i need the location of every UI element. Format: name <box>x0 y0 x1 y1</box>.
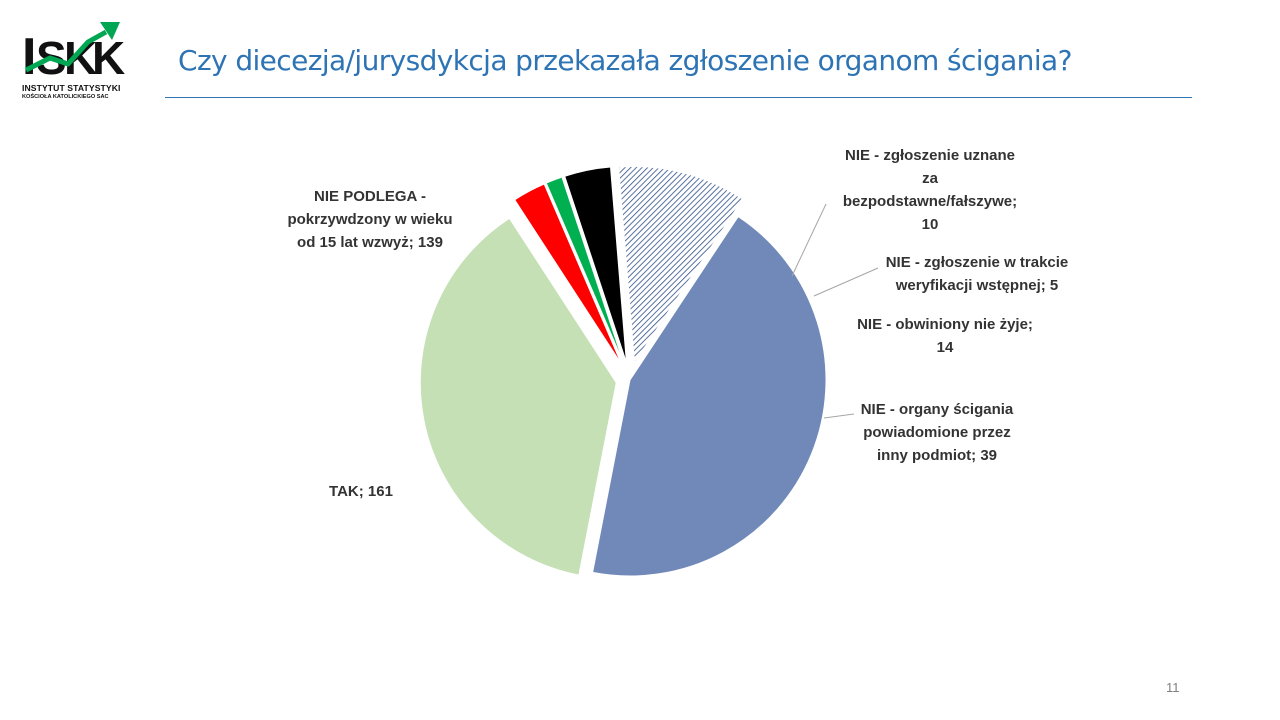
pie-slice-nie-zgloszenie-uznane-za-bezpodstawne-falszywe <box>514 183 622 365</box>
data-label-line: weryfikacji wstępnej; 5 <box>895 277 1059 294</box>
data-label-nie-obwiniony-nie-zyje: NIE - obwiniony nie żyje; 14 <box>857 316 1033 356</box>
data-label-line: za <box>922 170 939 187</box>
data-label-tak: TAK; 161 <box>329 483 393 500</box>
logo-caption-line2: KOŚCIOŁA KATOLICKIEGO SAC <box>22 94 109 100</box>
data-label-line: 10 <box>922 216 939 233</box>
iskk-logo: I S K K INSTYTUT STATYSTYKI KOŚCIOŁA KAT… <box>20 18 130 104</box>
leader-line-nie-zgloszenie-uznane-za-bezpodstawne-falszywe <box>791 203 827 277</box>
logo-caption-line1: INSTYTUT STATYSTYKI <box>22 83 121 93</box>
leader-line-nie-organy-scigania-powiadomione-przez-inny-podmiot <box>823 413 855 419</box>
pie-slice-tak <box>592 215 827 577</box>
page-number: 11 <box>1166 680 1180 695</box>
svg-text:K: K <box>92 32 125 80</box>
pie-slice-nie-podlega-pokrzywdzony-w-wieku-od-15-lat-wzwyz <box>419 217 617 576</box>
data-label-line: pokrzywdzony w wieku <box>287 211 452 228</box>
leader-line-nie-zgloszenie-w-trakcie-weryfikacji-wstepnej <box>813 267 879 297</box>
data-label-line: TAK; 161 <box>329 483 393 500</box>
iskk-logo-mark: I S K K <box>22 18 125 80</box>
pie-slice-nie-obwiniony-nie-zyje <box>564 166 627 363</box>
page-title: Czy diecezja/jurysdykcja przekazała zgło… <box>178 44 1072 77</box>
data-label-line: 14 <box>937 339 954 356</box>
pie-slice-nie-organy-scigania-powiadomione-przez-inny-podmiot <box>618 166 744 365</box>
data-label-line: NIE - zgłoszenie w trakcie <box>886 254 1069 271</box>
data-label-line: inny podmiot; 39 <box>877 447 997 464</box>
data-label-line: bezpodstawne/fałszywe; <box>843 193 1017 210</box>
data-label-nie-organy-scigania-powiadomione-przez-inny-podmiot: NIE - organy ścigania powiadomione przez i… <box>861 401 1014 464</box>
data-label-line: NIE - zgłoszenie uznane <box>845 147 1015 164</box>
data-label-nie-podlega-pokrzywdzony-w-wieku-od-15-lat-wzwyz: NIE PODLEGA - pokrzywdzony w wieku od 15 l… <box>287 188 452 251</box>
data-label-line: od 15 lat wzwyż; 139 <box>297 234 443 251</box>
pie-slice-nie-zgloszenie-w-trakcie-weryfikacji-wstepnej <box>545 176 625 364</box>
data-label-line: powiadomione przez <box>863 424 1011 441</box>
data-label-nie-zgloszenie-w-trakcie-weryfikacji-wstepnej: NIE - zgłoszenie w trakcie weryfikacji ws… <box>886 254 1069 294</box>
data-label-line: NIE - organy ścigania <box>861 401 1014 418</box>
data-label-line: NIE - obwiniony nie żyje; <box>857 316 1033 333</box>
data-label-nie-zgloszenie-uznane-za-bezpodstawne-falszywe: NIE - zgłoszenie uznane za bezpodstawne/fa… <box>843 147 1017 233</box>
data-label-line: NIE PODLEGA - <box>314 188 426 205</box>
title-divider <box>165 97 1192 98</box>
